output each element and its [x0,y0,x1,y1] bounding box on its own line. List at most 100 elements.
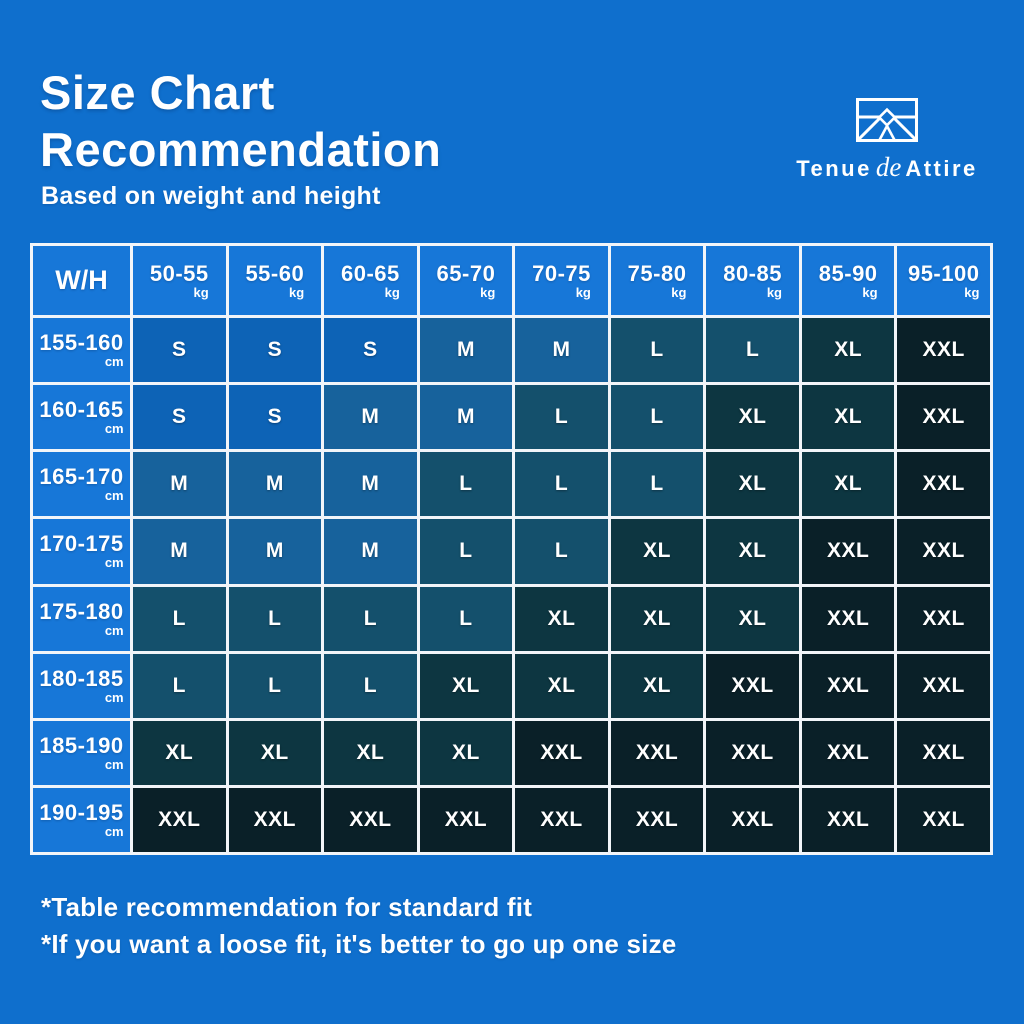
range-value: 190-195 [39,799,124,825]
size-value: XL [738,539,767,563]
size-cell: L [324,586,417,651]
weight-column-header: 80-85 kg [706,246,799,315]
size-value: XXL [540,807,583,831]
size-cell: L [419,519,513,584]
size-value: XXL [826,807,870,831]
size-value: XXL [922,539,965,563]
size-value: L [363,673,378,697]
size-value: M [361,472,380,496]
page-title-line2: Recommendation [40,123,442,176]
size-value: M [265,539,284,563]
brand-name-part1: Tenue [796,156,872,181]
size-cell: XXL [897,318,990,383]
size-cell: XXL [801,519,895,584]
page-title: Size Chart Recommendation [40,64,441,178]
size-value: XL [834,338,863,362]
size-cell: XXL [801,653,895,718]
size-value: S [363,338,378,362]
size-cell: XXL [897,653,990,718]
size-value: XL [452,673,480,697]
size-cell: L [610,318,704,383]
kg-unit-label: kg [766,284,782,300]
size-cell: XL [610,586,704,651]
range-value: 155-160 [39,330,124,356]
cm-unit-label: cm [104,756,124,772]
size-cell: XXL [610,720,704,785]
brand-name-part3: Attire [905,156,978,181]
size-cell: M [228,452,322,517]
height-row-header: 155-160 cm [33,318,130,383]
size-value: XXL [826,606,870,630]
size-cell: M [515,318,608,383]
size-value: XXL [731,673,774,697]
size-cell: XXL [897,452,990,517]
size-cell: XL [706,452,799,517]
size-cell: XL [419,720,513,785]
size-value: XL [738,606,767,630]
range-value: 85-90 [818,260,878,286]
weight-column-header: 70-75 kg [515,246,608,315]
size-cell: L [515,385,608,450]
size-cell: S [133,318,226,383]
size-cell: XL [801,452,895,517]
size-table: W/H 50-55 kg 55-60 kg 60-65 kg 65-70 kg 70-75 kg 75… [30,243,993,855]
size-value: S [172,405,187,429]
size-cell: L [515,452,608,517]
range-value: 175-180 [39,598,124,624]
size-value: M [552,338,571,362]
size-cell: XL [706,385,799,450]
size-value: XXL [349,807,392,831]
height-row-header: 190-195 cm [33,787,130,852]
size-cell: XL [706,586,799,651]
range-value: 70-75 [532,260,591,286]
kg-unit-label: kg [384,284,400,300]
size-cell: XL [324,720,417,785]
size-value: XXL [922,807,965,831]
size-cell: L [228,653,322,718]
size-value: L [554,405,569,429]
size-cell: XXL [801,586,895,651]
size-cell: XXL [515,720,608,785]
range-value: 180-185 [39,665,124,691]
kg-unit-label: kg [671,284,687,300]
weight-column-header: 95-100 kg [897,246,990,315]
size-value: XXL [826,539,870,563]
size-cell: S [324,318,417,383]
size-value: XXL [922,405,965,429]
size-value: L [554,539,569,563]
size-value: XL [452,740,480,764]
size-cell: XL [419,653,513,718]
size-cell: XXL [897,787,990,852]
size-cell: L [419,586,513,651]
size-cell: XXL [419,787,513,852]
size-value: XL [643,673,671,697]
size-value: XXL [922,472,965,496]
size-cell: M [419,318,513,383]
height-row-header: 165-170 cm [33,452,130,517]
size-cell: L [419,452,513,517]
size-cell: XXL [897,519,990,584]
size-cell: L [610,452,704,517]
weight-column-header: 75-80 kg [610,246,704,315]
cm-unit-label: cm [104,622,124,638]
size-cell: XXL [897,385,990,450]
range-value: 80-85 [723,260,782,286]
weight-column-header: 85-90 kg [801,246,895,315]
size-value: L [172,606,186,630]
size-value: M [170,539,189,563]
weight-column-header: 60-65 kg [324,246,417,315]
footnote-loose-fit: *If you want a loose fit, it's better to… [41,929,677,959]
range-value: 165-170 [39,464,124,490]
size-value: XL [738,472,767,496]
kg-unit-label: kg [480,284,496,300]
size-cell: XL [515,653,608,718]
size-cell: L [228,586,322,651]
size-value: M [265,472,284,496]
size-value: XXL [635,740,679,764]
size-value: S [267,338,283,362]
height-row-header: 170-175 cm [33,519,130,584]
size-cell: M [133,519,226,584]
size-cell: S [228,318,322,383]
size-value: XXL [253,807,296,831]
